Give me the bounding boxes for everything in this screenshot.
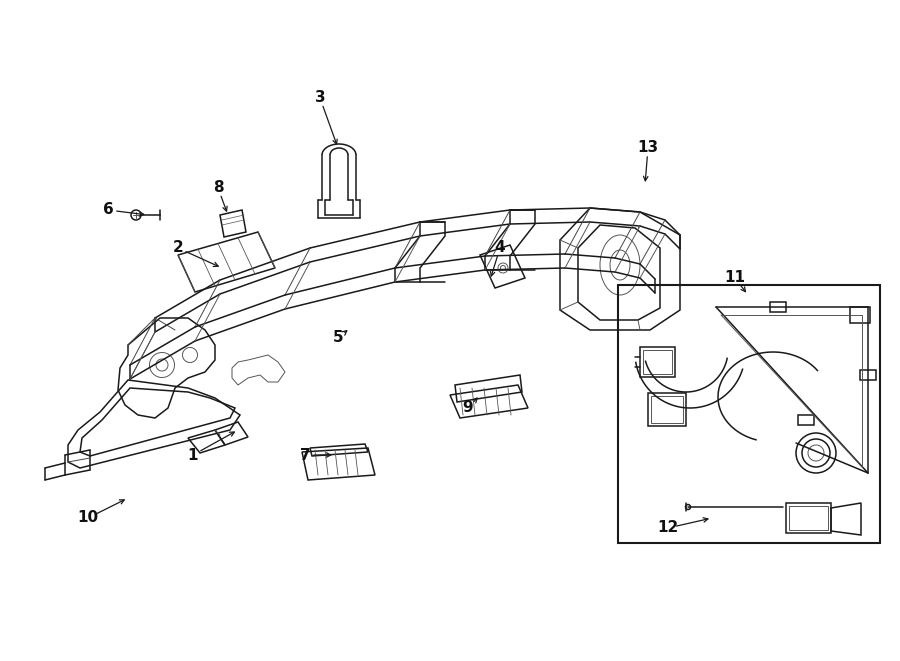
Text: 13: 13 [637,141,659,155]
Text: 8: 8 [212,180,223,196]
Text: 6: 6 [103,202,113,217]
Text: 12: 12 [657,520,679,535]
Text: 10: 10 [77,510,99,525]
Text: 2: 2 [173,241,184,256]
Text: 1: 1 [188,447,198,463]
Text: 7: 7 [300,447,310,463]
Text: 3: 3 [315,91,325,106]
Bar [618,285,880,543]
Text: 11: 11 [724,270,745,286]
Text: 9: 9 [463,401,473,416]
Text: 4: 4 [495,241,505,256]
Text: 5: 5 [333,330,343,346]
